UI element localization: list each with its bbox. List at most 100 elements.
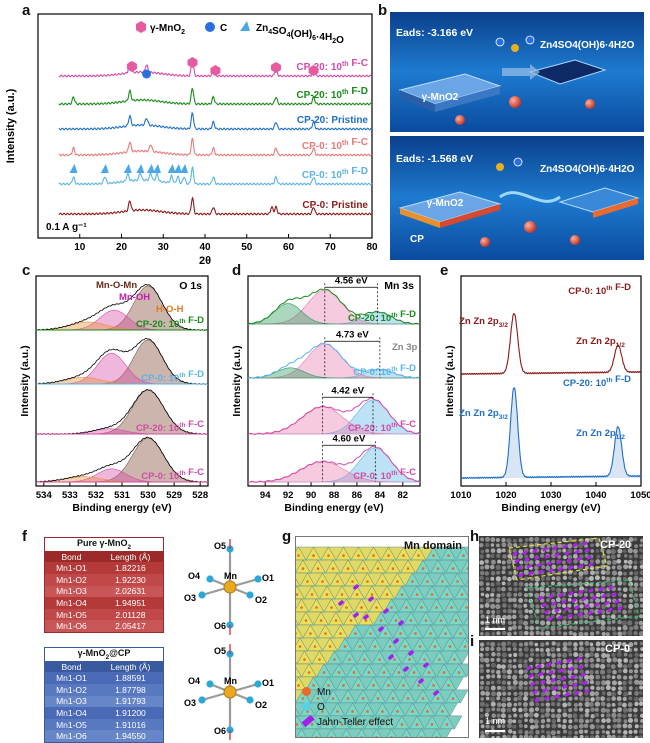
lattice-fringe <box>529 603 535 609</box>
mn-atom-icon <box>325 723 329 726</box>
lattice-fringe <box>506 631 512 636</box>
mn-atom-icon <box>456 580 459 583</box>
bond-table-column-header: Length (Å) <box>110 661 151 672</box>
flow-arrow-bottom <box>499 191 561 203</box>
lattice-fringe <box>601 680 607 686</box>
mno6-octahedron <box>457 572 468 587</box>
jahn-teller-icon <box>558 668 564 673</box>
lattice-fringe <box>489 564 495 570</box>
lattice-fringe <box>551 658 557 664</box>
lattice-fringe <box>623 564 629 570</box>
mno6-octahedron <box>463 546 468 556</box>
panel-label-b: b <box>378 2 388 19</box>
lattice-fringe <box>535 730 540 735</box>
lattice-fringe <box>524 554 528 559</box>
atom-label: O6 <box>214 621 226 631</box>
x-tick-label: 90 <box>306 490 317 501</box>
o-atom-icon <box>198 591 206 599</box>
lattice-fringe <box>506 559 512 565</box>
lattice-fringe <box>639 603 643 608</box>
lattice-fringe <box>480 549 485 554</box>
lattice-fringe <box>501 685 506 691</box>
o-atom-icon <box>246 591 254 599</box>
lattice-fringe <box>590 697 595 702</box>
lattice-fringe <box>639 548 643 553</box>
mn-atom-icon <box>370 723 374 726</box>
lattice-fringe <box>590 559 594 564</box>
lattice-fringe <box>606 615 611 619</box>
lattice-fringe <box>484 657 490 663</box>
lattice-fringe <box>573 565 578 570</box>
lattice-fringe <box>634 593 638 598</box>
legend-jahn-teller: Jahn-Teller effect <box>301 714 393 730</box>
lattice-fringe <box>638 577 643 582</box>
jahn-teller-icon <box>587 610 593 616</box>
lattice-fringe <box>496 548 502 554</box>
mn-atom-icon <box>454 619 458 622</box>
lattice-fringe <box>562 652 568 658</box>
lattice-fringe <box>539 620 546 626</box>
lattice-fringe <box>523 686 528 691</box>
lattice-fringe <box>556 730 561 735</box>
lattice-fringe <box>617 571 623 576</box>
xrd-series-line <box>58 165 373 186</box>
carbon-sphere-icon <box>142 69 152 79</box>
lattice-fringe <box>545 723 551 729</box>
lattice-fringe <box>633 657 639 663</box>
lattice-fringe <box>606 713 611 718</box>
lattice-fringe <box>490 576 495 581</box>
lattice-fringe <box>490 657 495 662</box>
x-tick-label: 60 <box>283 242 295 253</box>
lattice-fringe <box>551 674 556 679</box>
lattice-fringe <box>490 685 496 691</box>
lattice-fringe <box>606 647 611 652</box>
xrd-series-label: CP-0: Pristine <box>302 200 368 211</box>
mn-atom-icon <box>466 567 468 570</box>
lattice-fringe <box>640 647 643 652</box>
mn-atom-icon <box>367 671 371 674</box>
lattice-fringe <box>551 690 557 696</box>
lattice-fringe <box>480 614 485 619</box>
mn-atom-icon <box>360 736 363 737</box>
lattice-fringe <box>523 734 529 738</box>
lattice-fringe <box>490 597 495 603</box>
bond-table-row: Mn1-O6 1.94550 <box>45 730 163 742</box>
panel-label-c: c <box>22 262 31 279</box>
lattice-fringe <box>491 587 496 593</box>
lattice-fringe <box>568 609 572 613</box>
carbon-sphere-icon <box>205 22 215 32</box>
lattice-fringe <box>621 620 627 626</box>
jahn-teller-icon <box>526 564 532 569</box>
lattice-fringe <box>529 701 535 707</box>
lattice-fringe <box>633 713 638 718</box>
lattice-fringe <box>633 647 638 652</box>
xps-series-label: CP-20: 10th F-C <box>348 419 416 434</box>
mn-atom-icon <box>346 697 350 700</box>
lattice-fringe <box>502 603 507 608</box>
lattice-fringe <box>507 542 513 548</box>
bond-table-row: Mn1-O2 1.92230 <box>45 573 163 586</box>
lattice-fringe <box>617 626 622 631</box>
lattice-fringe <box>623 730 628 735</box>
o-atom-icon <box>206 575 214 583</box>
lattice-fringe <box>578 723 584 729</box>
lattice-fringe <box>639 543 643 548</box>
lattice-fringe <box>545 565 551 571</box>
jahn-teller-icon <box>558 566 564 572</box>
mn-atom-icon <box>304 619 308 622</box>
bond-table-cell: 1.82216 <box>115 563 146 574</box>
x-tick-label: 86 <box>352 490 363 501</box>
lattice-fringe <box>512 674 518 680</box>
xps-series-label: CP-20: 10th F-D <box>348 309 416 324</box>
lattice-fringe <box>563 625 568 630</box>
lattice-fringe <box>578 571 584 577</box>
zn2p-spectrum <box>460 312 642 376</box>
xrd-plot-area: 10 20 30 40 50 60 70 80 2θ Intensity (a.u.) γ-MnO2… <box>5 13 378 267</box>
lattice-fringe <box>513 543 518 548</box>
lattice-fringe <box>540 724 545 729</box>
mn-atom-icon <box>391 567 395 570</box>
lattice-fringe <box>623 647 628 652</box>
lattice-fringe <box>617 592 623 597</box>
lattice-fringe <box>583 609 589 614</box>
lattice-fringe <box>501 680 507 685</box>
